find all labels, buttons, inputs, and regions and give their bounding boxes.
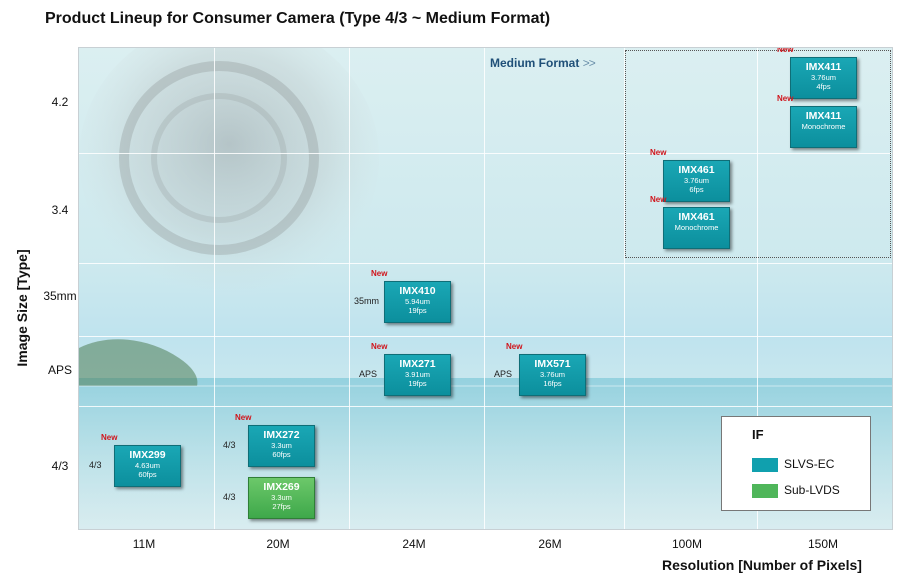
product-name: IMX269: [263, 481, 300, 493]
product-chip-imx299: IMX299 4.63um 60fps: [114, 445, 181, 487]
y-tick-label: 3.4: [51, 203, 69, 217]
product-spec: 4fps: [816, 82, 831, 91]
product-spec: 60fps: [138, 470, 157, 479]
new-badge: New: [101, 433, 118, 442]
product-spec: 60fps: [272, 450, 291, 459]
product-chip-imx461: IMX461 3.76um 6fps: [663, 160, 730, 202]
legend-swatch-sub-lvds: [752, 483, 778, 498]
new-badge: New: [777, 47, 794, 54]
gridline-horizontal: [79, 153, 892, 154]
x-axis-label: Resolution [Number of Pixels]: [662, 557, 862, 573]
new-badge: New: [235, 413, 252, 422]
legend-label-sub-lvds: Sub-LVDS: [784, 483, 840, 497]
product-spec: 19fps: [408, 379, 427, 388]
product-spec: 4.63um: [134, 461, 161, 470]
product-chip-imx410: IMX410 5.94um 19fps: [384, 281, 451, 323]
legend-item-slvs-ec: SLVS-EC: [752, 457, 834, 472]
product-name: IMX410: [399, 285, 436, 297]
product-spec: 3.76um: [539, 370, 566, 379]
gridline-vertical: [484, 48, 485, 529]
product-spec: 6fps: [689, 185, 704, 194]
product-spec: 3.91um: [404, 370, 431, 379]
product-chip-imx411: IMX411 Monochrome: [790, 106, 857, 148]
medium-format-region: [625, 50, 891, 258]
y-tick-label: APS: [47, 363, 72, 377]
product-name: IMX461: [678, 164, 715, 176]
product-spec: 16fps: [543, 379, 562, 388]
x-tick-label: 11M: [132, 537, 156, 551]
product-chip-imx461: IMX461 Monochrome: [663, 207, 730, 249]
x-tick-label: 20M: [266, 537, 290, 551]
gridline-vertical: [624, 48, 625, 529]
product-chip-imx272: IMX272 3.3um 60fps: [248, 425, 315, 467]
product-spec: Monochrome: [801, 122, 846, 131]
format-tag: APS: [494, 369, 513, 379]
product-chip-imx269: IMX269 3.3um 27fps: [248, 477, 315, 519]
product-spec: 5.94um: [404, 297, 431, 306]
product-spec: 19fps: [408, 306, 427, 315]
new-badge: New: [777, 94, 794, 103]
medium-format-arrow: >>: [582, 56, 596, 70]
y-tick-label: 35mm: [43, 289, 77, 303]
product-spec: Monochrome: [674, 223, 719, 232]
product-name: IMX411: [805, 61, 842, 73]
product-name: IMX299: [129, 449, 166, 461]
product-spec: 3.3um: [271, 493, 292, 502]
medium-format-text: Medium Format: [490, 56, 580, 70]
y-tick-label: 4/3: [51, 459, 69, 473]
format-tag: 35mm: [354, 296, 380, 306]
legend: IF SLVS-EC Sub-LVDS: [721, 416, 871, 511]
x-tick-label: 150M: [807, 537, 839, 551]
product-chip-imx571: IMX571 3.76um 16fps: [519, 354, 586, 396]
x-tick-label: 100M: [671, 537, 703, 551]
new-badge: New: [506, 342, 523, 351]
format-tag: 4/3: [89, 460, 102, 470]
y-tick-label: 4.2: [51, 95, 69, 109]
new-badge: New: [371, 342, 388, 351]
gridline-horizontal: [79, 406, 892, 407]
product-spec: 27fps: [272, 502, 291, 511]
product-chip-imx411: IMX411 3.76um 4fps: [790, 57, 857, 99]
product-spec: 3.76um: [683, 176, 710, 185]
product-spec: 3.3um: [271, 441, 292, 450]
product-spec: 3.76um: [810, 73, 837, 82]
y-axis-label: Image Size [Type]: [14, 249, 30, 367]
gridline-horizontal: [79, 263, 892, 264]
new-badge: New: [650, 195, 667, 204]
new-badge: New: [371, 269, 388, 278]
gridline-vertical: [349, 48, 350, 529]
medium-format-label: Medium Format >>: [490, 56, 596, 70]
legend-item-sub-lvds: Sub-LVDS: [752, 483, 840, 498]
format-tag: 4/3: [223, 492, 236, 502]
product-name: IMX461: [678, 211, 715, 223]
format-tag: 4/3: [223, 440, 236, 450]
format-tag: APS: [359, 369, 378, 379]
chart-title: Product Lineup for Consumer Camera (Type…: [45, 10, 551, 27]
x-tick-label: 26M: [538, 537, 562, 551]
product-name: IMX411: [805, 110, 842, 122]
product-chip-imx271: IMX271 3.91um 19fps: [384, 354, 451, 396]
gridline-vertical: [757, 48, 758, 529]
legend-label-slvs-ec: SLVS-EC: [784, 457, 835, 471]
gridline-horizontal: [79, 336, 892, 337]
legend-title: IF: [752, 427, 764, 442]
new-badge: New: [650, 148, 667, 157]
product-name: IMX571: [534, 358, 571, 370]
product-name: IMX272: [263, 429, 300, 441]
gridline-vertical: [214, 48, 215, 529]
product-name: IMX271: [399, 358, 436, 370]
x-tick-label: 24M: [402, 537, 426, 551]
legend-swatch-slvs-ec: [752, 457, 778, 472]
